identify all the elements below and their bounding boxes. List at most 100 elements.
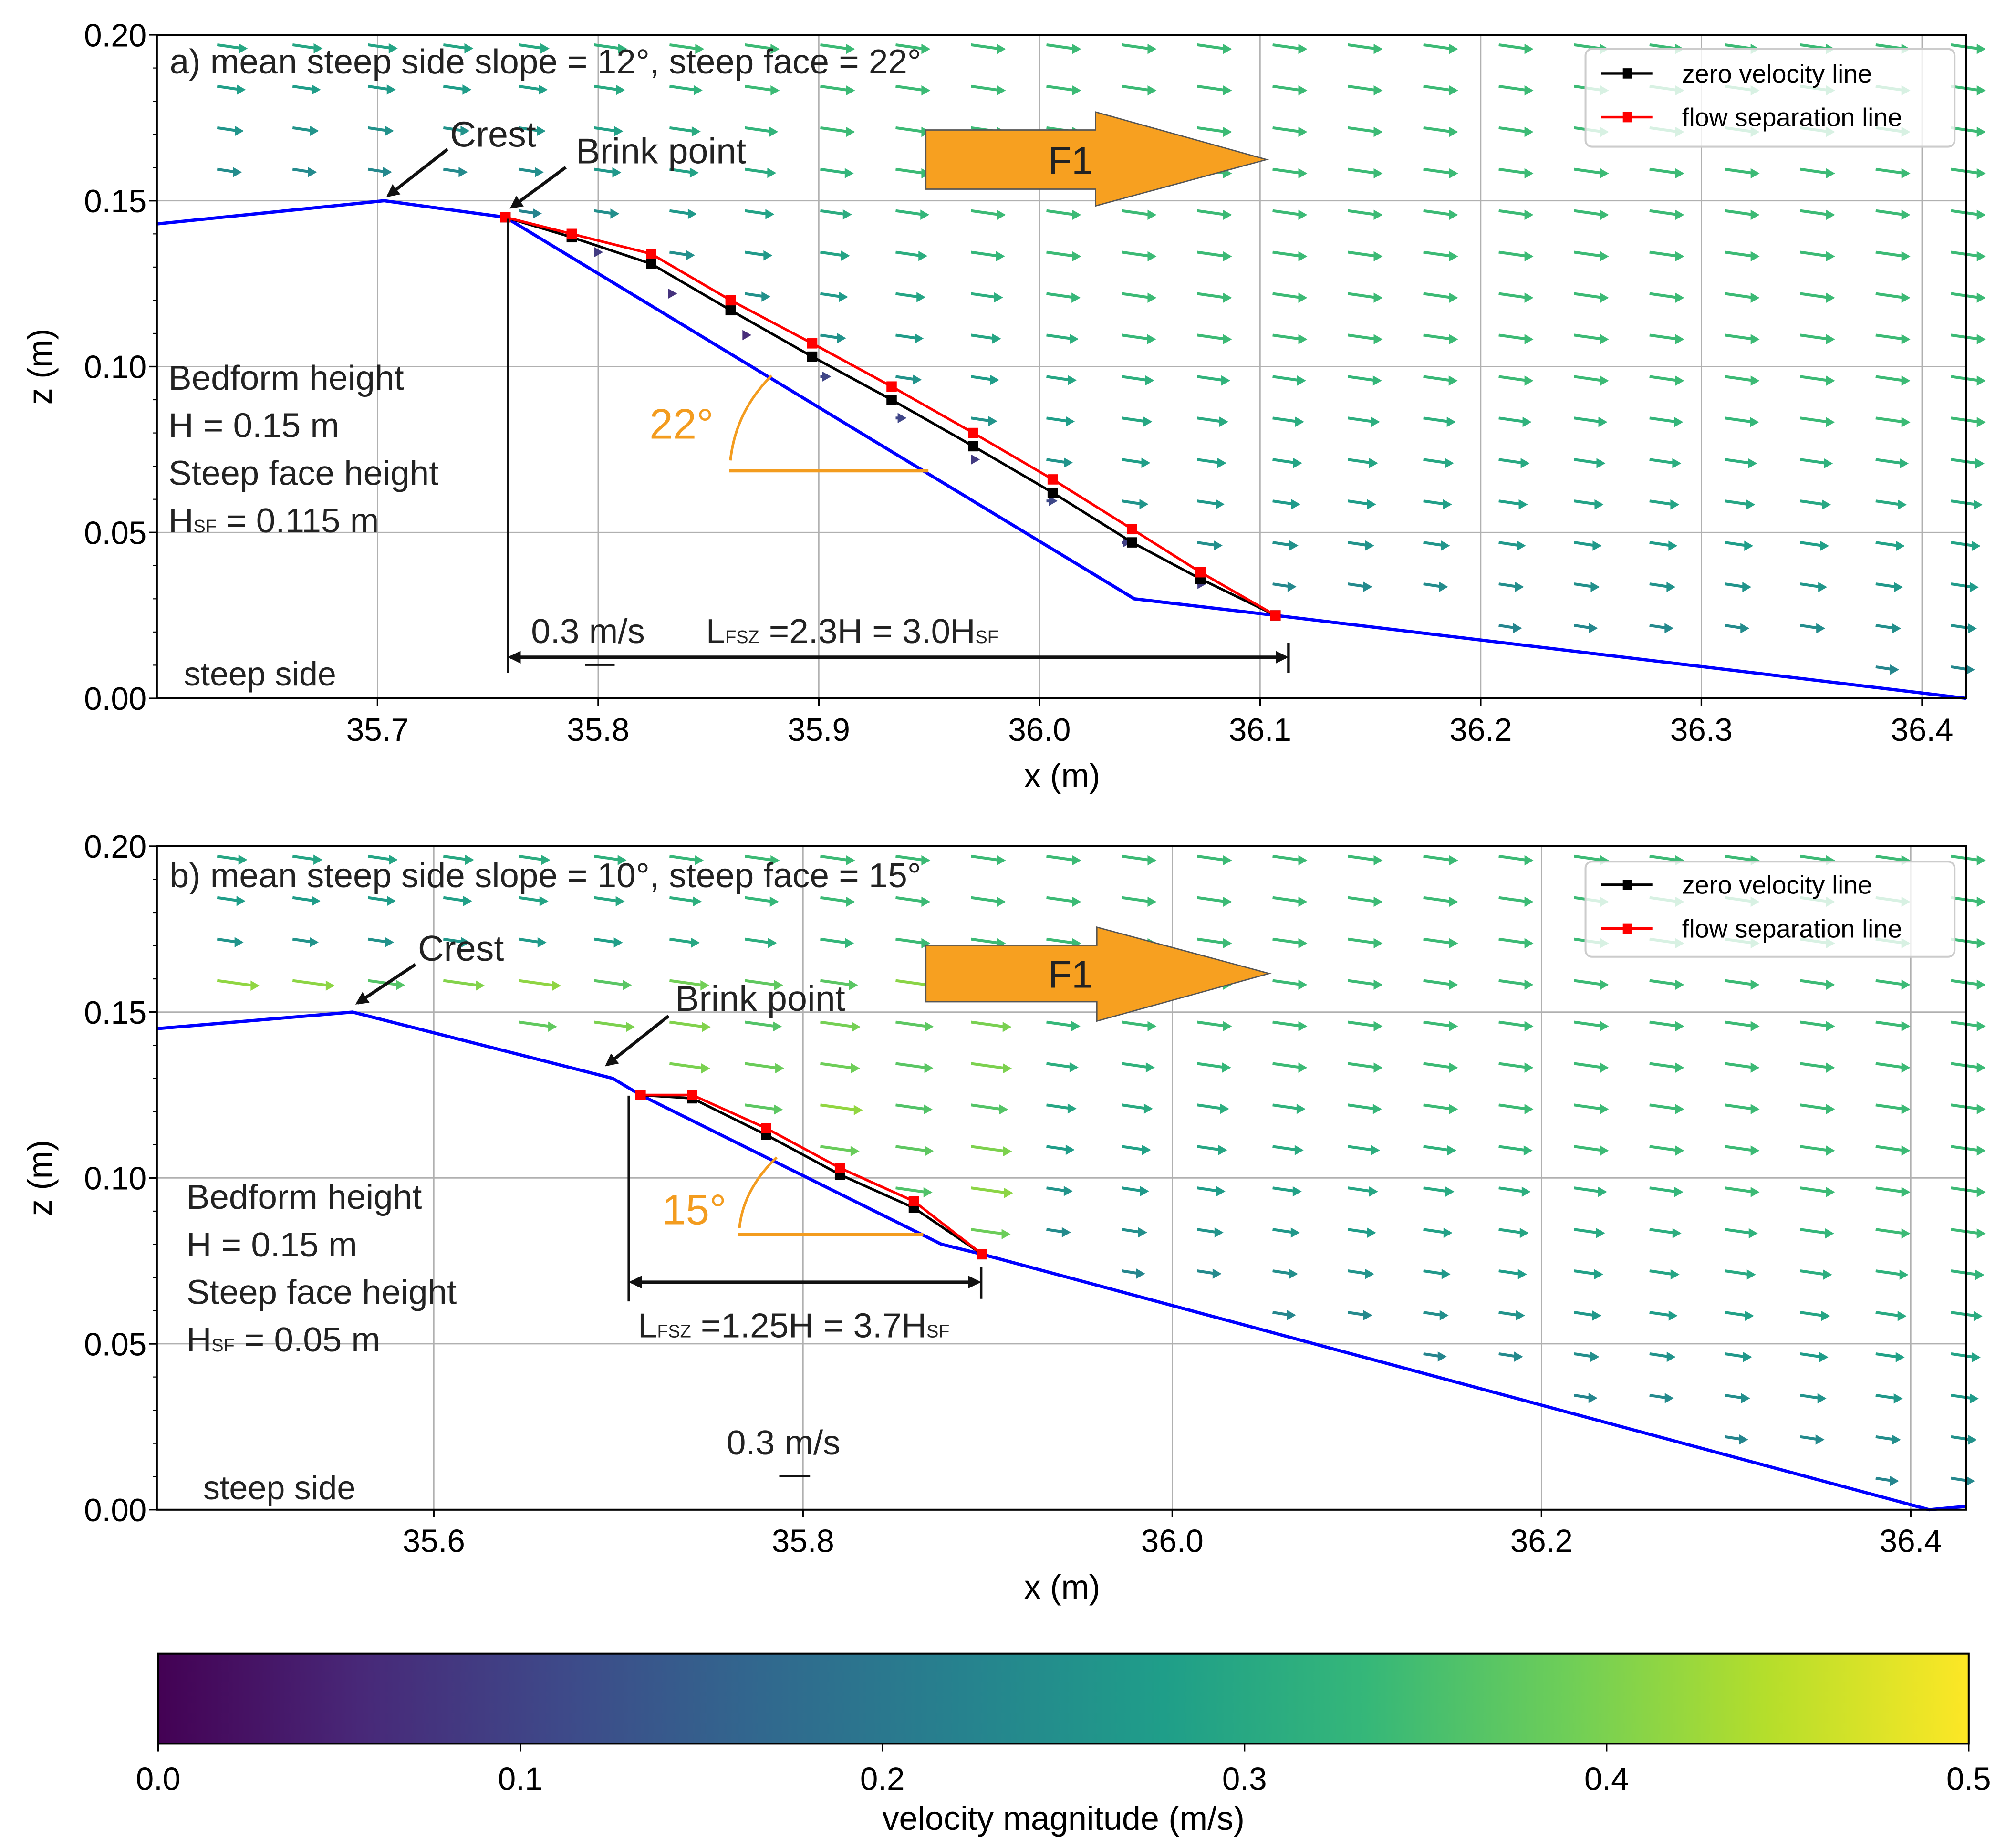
flow-separation-point xyxy=(1127,524,1137,534)
x-tick-label: 36.1 xyxy=(1229,712,1291,748)
x-tick-label: 35.8 xyxy=(567,712,629,748)
flow-separation-point xyxy=(807,338,818,349)
legend-label-flow-separation: flow separation line xyxy=(1682,103,1902,132)
x-tick-label: 36.2 xyxy=(1449,712,1512,748)
legend-b: zero velocity line flow separation line xyxy=(1586,862,1955,956)
zero-velocity-point xyxy=(807,352,818,362)
velocity-vector-head xyxy=(1977,417,1986,427)
zero-velocity-point xyxy=(1048,488,1058,498)
colorbar-tick-label: 0.4 xyxy=(1584,1761,1629,1797)
x-tick-label: 35.9 xyxy=(788,712,850,748)
x-tick-label: 36.3 xyxy=(1670,712,1733,748)
y-tick-label: 0.05 xyxy=(84,1327,146,1362)
angle-label-b: 15° xyxy=(662,1185,727,1233)
velocity-vector-head xyxy=(1968,623,1977,634)
y-tick-label: 0.15 xyxy=(84,184,146,219)
y-tick-label: 0.20 xyxy=(84,829,146,865)
velocity-vector-head xyxy=(1977,938,1986,949)
y-tick-label: 0.10 xyxy=(84,1161,146,1197)
legend-marker-zero-velocity xyxy=(1623,880,1632,890)
legend-label-zero-velocity: zero velocity line xyxy=(1682,60,1872,88)
zero-velocity-point xyxy=(646,259,656,269)
colorbar-gradient xyxy=(158,1654,1969,1744)
steep-face-height-label-a: Steep face height xyxy=(168,454,438,492)
velocity-vector-head xyxy=(1977,85,1986,96)
angle-label-a: 22° xyxy=(649,400,714,447)
velocity-vector-head xyxy=(1975,458,1985,469)
x-tick-label: 36.0 xyxy=(1008,712,1071,748)
velocity-vector-head xyxy=(1977,1021,1986,1032)
scale-label-b: 0.3 m/s xyxy=(727,1423,841,1462)
velocity-vector-head xyxy=(1977,1062,1986,1073)
colorbar-tick-label: 0.1 xyxy=(498,1761,543,1797)
flow-separation-point xyxy=(635,1090,646,1100)
legend-marker-flow-separation xyxy=(1623,924,1632,934)
zero-velocity-point xyxy=(968,441,978,452)
zero-velocity-point xyxy=(886,395,897,405)
zero-velocity-point xyxy=(1127,537,1137,548)
velocity-vector-head xyxy=(1966,1476,1975,1486)
flow-separation-point xyxy=(1195,567,1206,578)
velocity-vector-head xyxy=(1972,1352,1981,1363)
velocity-vector-head xyxy=(1977,127,1986,137)
velocity-vector-head xyxy=(1974,499,1983,510)
velocity-vector-head xyxy=(1966,664,1975,675)
x-tick-label: 35.6 xyxy=(403,1524,465,1559)
legend-marker-flow-separation xyxy=(1623,112,1632,123)
velocity-vector-head xyxy=(1977,897,1986,907)
crest-label-b: Crest xyxy=(418,928,504,968)
flow-separation-point xyxy=(886,381,897,392)
velocity-vector-head xyxy=(1968,1435,1977,1445)
velocity-vector-head xyxy=(1977,210,1986,220)
y-axis-label-b: z (m) xyxy=(21,1140,59,1216)
y-tick-label: 0.00 xyxy=(84,1493,146,1528)
x-axis-label-b: x (m) xyxy=(1024,1568,1101,1606)
colorbar-tick-label: 0.2 xyxy=(860,1761,905,1797)
steep-side-label-a: steep side xyxy=(184,655,336,693)
panel-b: 35.6 35.8 36.0 36.2 36.40.000.050.100.150.20… xyxy=(21,829,1986,1606)
flow-separation-point xyxy=(968,428,978,438)
bedform-height-label-b: Bedform height xyxy=(187,1178,422,1216)
flow-separation-point xyxy=(1270,610,1281,621)
y-tick-label: 0.00 xyxy=(84,681,146,717)
flow-separation-point xyxy=(567,229,577,239)
velocity-vector-head xyxy=(1977,375,1986,386)
brink-label-b: Brink point xyxy=(675,978,845,1018)
velocity-vector-head xyxy=(1977,1145,1986,1156)
x-tick-label: 36.2 xyxy=(1510,1524,1573,1559)
y-axis-label-a: z (m) xyxy=(21,329,59,405)
bedform-height-value-b: H = 0.15 m xyxy=(187,1225,357,1264)
bedform-height-label-a: Bedform height xyxy=(168,359,404,397)
figure: 35.7 35.8 35.9 36.0 36.1 36.2 36.3 36.4 0.00 0.05… xyxy=(0,0,2006,1848)
flow-separation-point xyxy=(761,1123,771,1133)
velocity-vector-head xyxy=(1977,292,1986,303)
velocity-vector-head xyxy=(1977,855,1986,866)
velocity-vector-head xyxy=(1975,1270,1985,1280)
y-tick-label: 0.15 xyxy=(84,995,146,1031)
flow-separation-point xyxy=(687,1090,697,1100)
flow-separation-point xyxy=(1048,474,1058,485)
legend-label-zero-velocity: zero velocity line xyxy=(1682,871,1872,900)
velocity-vector-head xyxy=(1972,541,1981,551)
colorbar-label: velocity magnitude (m/s) xyxy=(882,1800,1244,1837)
velocity-vector-head xyxy=(1974,1311,1983,1321)
panel-a: 35.7 35.8 35.9 36.0 36.1 36.2 36.3 36.40.000.05… xyxy=(21,18,1986,794)
panel-a-title: a) mean steep side slope = 12°, steep fa… xyxy=(170,42,921,81)
flow-separation-point xyxy=(977,1249,987,1260)
scale-label-a: 0.3 m/s xyxy=(531,612,645,651)
velocity-vector-head xyxy=(1970,582,1979,592)
y-tick-label: 0.10 xyxy=(84,350,146,385)
colorbar-tick-label: 0.3 xyxy=(1222,1761,1267,1797)
x-tick-label: 35.7 xyxy=(346,712,409,748)
colorbar-ticks: 0.0 0.1 0.2 0.3 0.4 0.5 xyxy=(136,1744,1991,1797)
brink-label-a: Brink point xyxy=(576,131,747,171)
colorbar-tick-label: 0.5 xyxy=(1946,1761,1991,1797)
colorbar: 0.0 0.1 0.2 0.3 0.4 0.5 velocity magnitude (m… xyxy=(136,1654,1991,1837)
velocity-vector-head xyxy=(1977,334,1986,344)
x-tick-label: 36.4 xyxy=(1891,712,1953,748)
flow-separation-point xyxy=(726,295,736,306)
velocity-vector-head xyxy=(1970,1393,1979,1404)
crest-label-a: Crest xyxy=(450,114,536,155)
steep-side-label-b: steep side xyxy=(203,1469,355,1506)
panel-b-title: b) mean steep side slope = 10°, steep fa… xyxy=(170,856,921,895)
